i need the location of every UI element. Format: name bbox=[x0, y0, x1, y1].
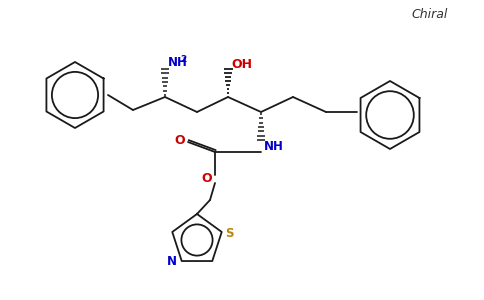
Text: NH: NH bbox=[168, 56, 188, 68]
Text: OH: OH bbox=[231, 58, 252, 70]
Text: NH: NH bbox=[264, 140, 284, 154]
Text: N: N bbox=[166, 254, 177, 268]
Text: Chiral: Chiral bbox=[412, 8, 448, 22]
Text: S: S bbox=[225, 227, 233, 241]
Text: O: O bbox=[175, 134, 185, 146]
Text: 2: 2 bbox=[180, 55, 186, 64]
Text: O: O bbox=[202, 172, 212, 185]
